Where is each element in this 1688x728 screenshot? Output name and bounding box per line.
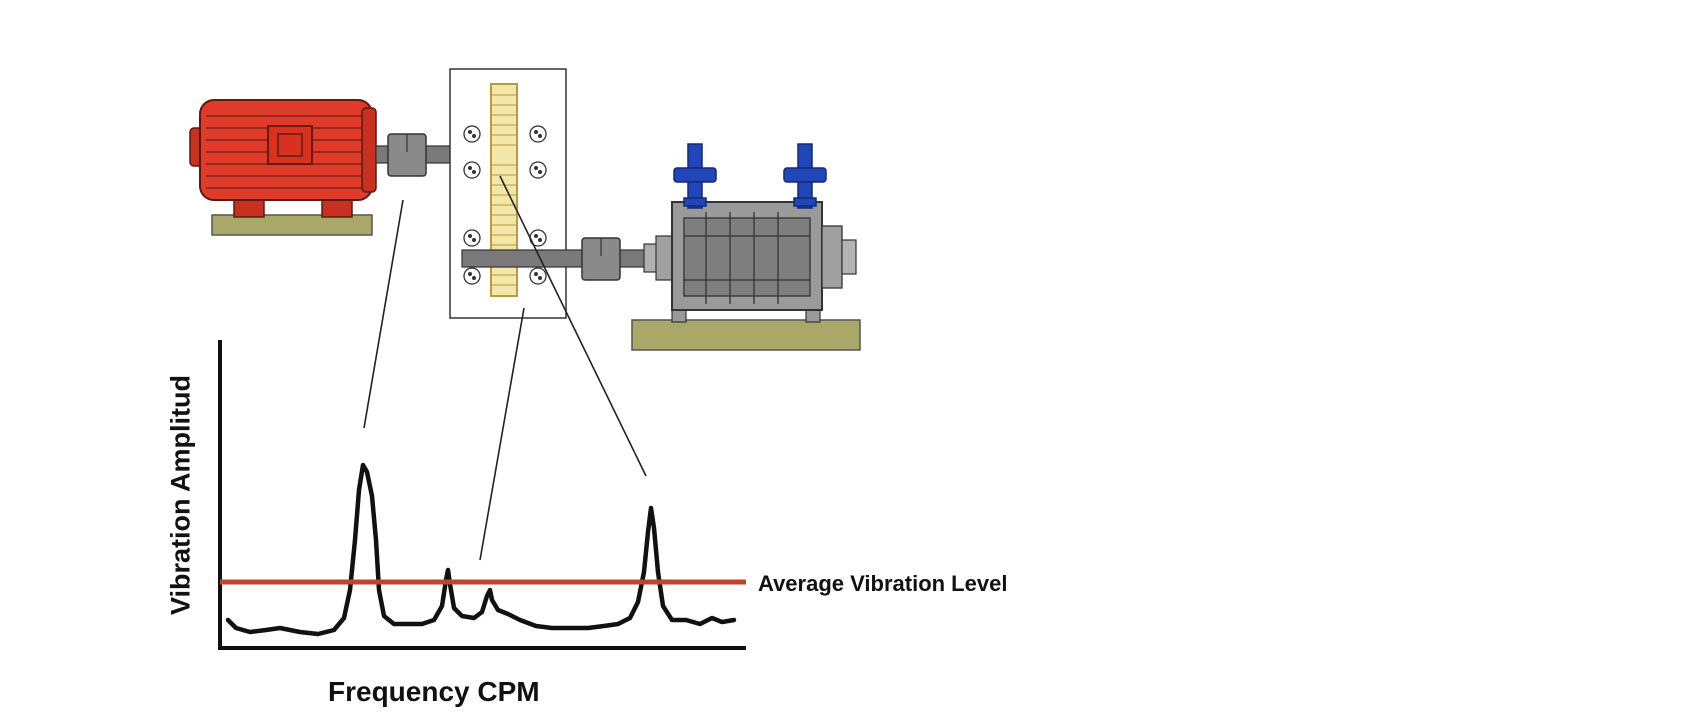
pump (631, 143, 861, 351)
gear-teeth (491, 94, 517, 286)
bearings (463, 125, 547, 285)
coupling-2 (581, 237, 621, 281)
motor (189, 99, 377, 236)
chart-axes (218, 340, 746, 650)
leader-lines (363, 175, 647, 561)
leader-gear-mesh (479, 307, 525, 561)
average-vibration-label: Average Vibration Level (758, 571, 1008, 596)
x-axis-label: Frequency CPM (328, 676, 540, 707)
pump-base (631, 319, 861, 351)
pump-pipes (673, 143, 827, 209)
leader-pump (499, 175, 647, 477)
motor-terminal-box (267, 125, 313, 165)
bearing-balls (468, 130, 542, 280)
y-axis-label: Vibration Amplitud (165, 375, 196, 615)
motor-base (211, 214, 373, 236)
vibration-spectrum (225, 462, 737, 637)
leader-motor (363, 199, 404, 429)
gearbox (449, 68, 679, 319)
pump-stages (684, 212, 810, 304)
motor-flange (361, 107, 377, 193)
